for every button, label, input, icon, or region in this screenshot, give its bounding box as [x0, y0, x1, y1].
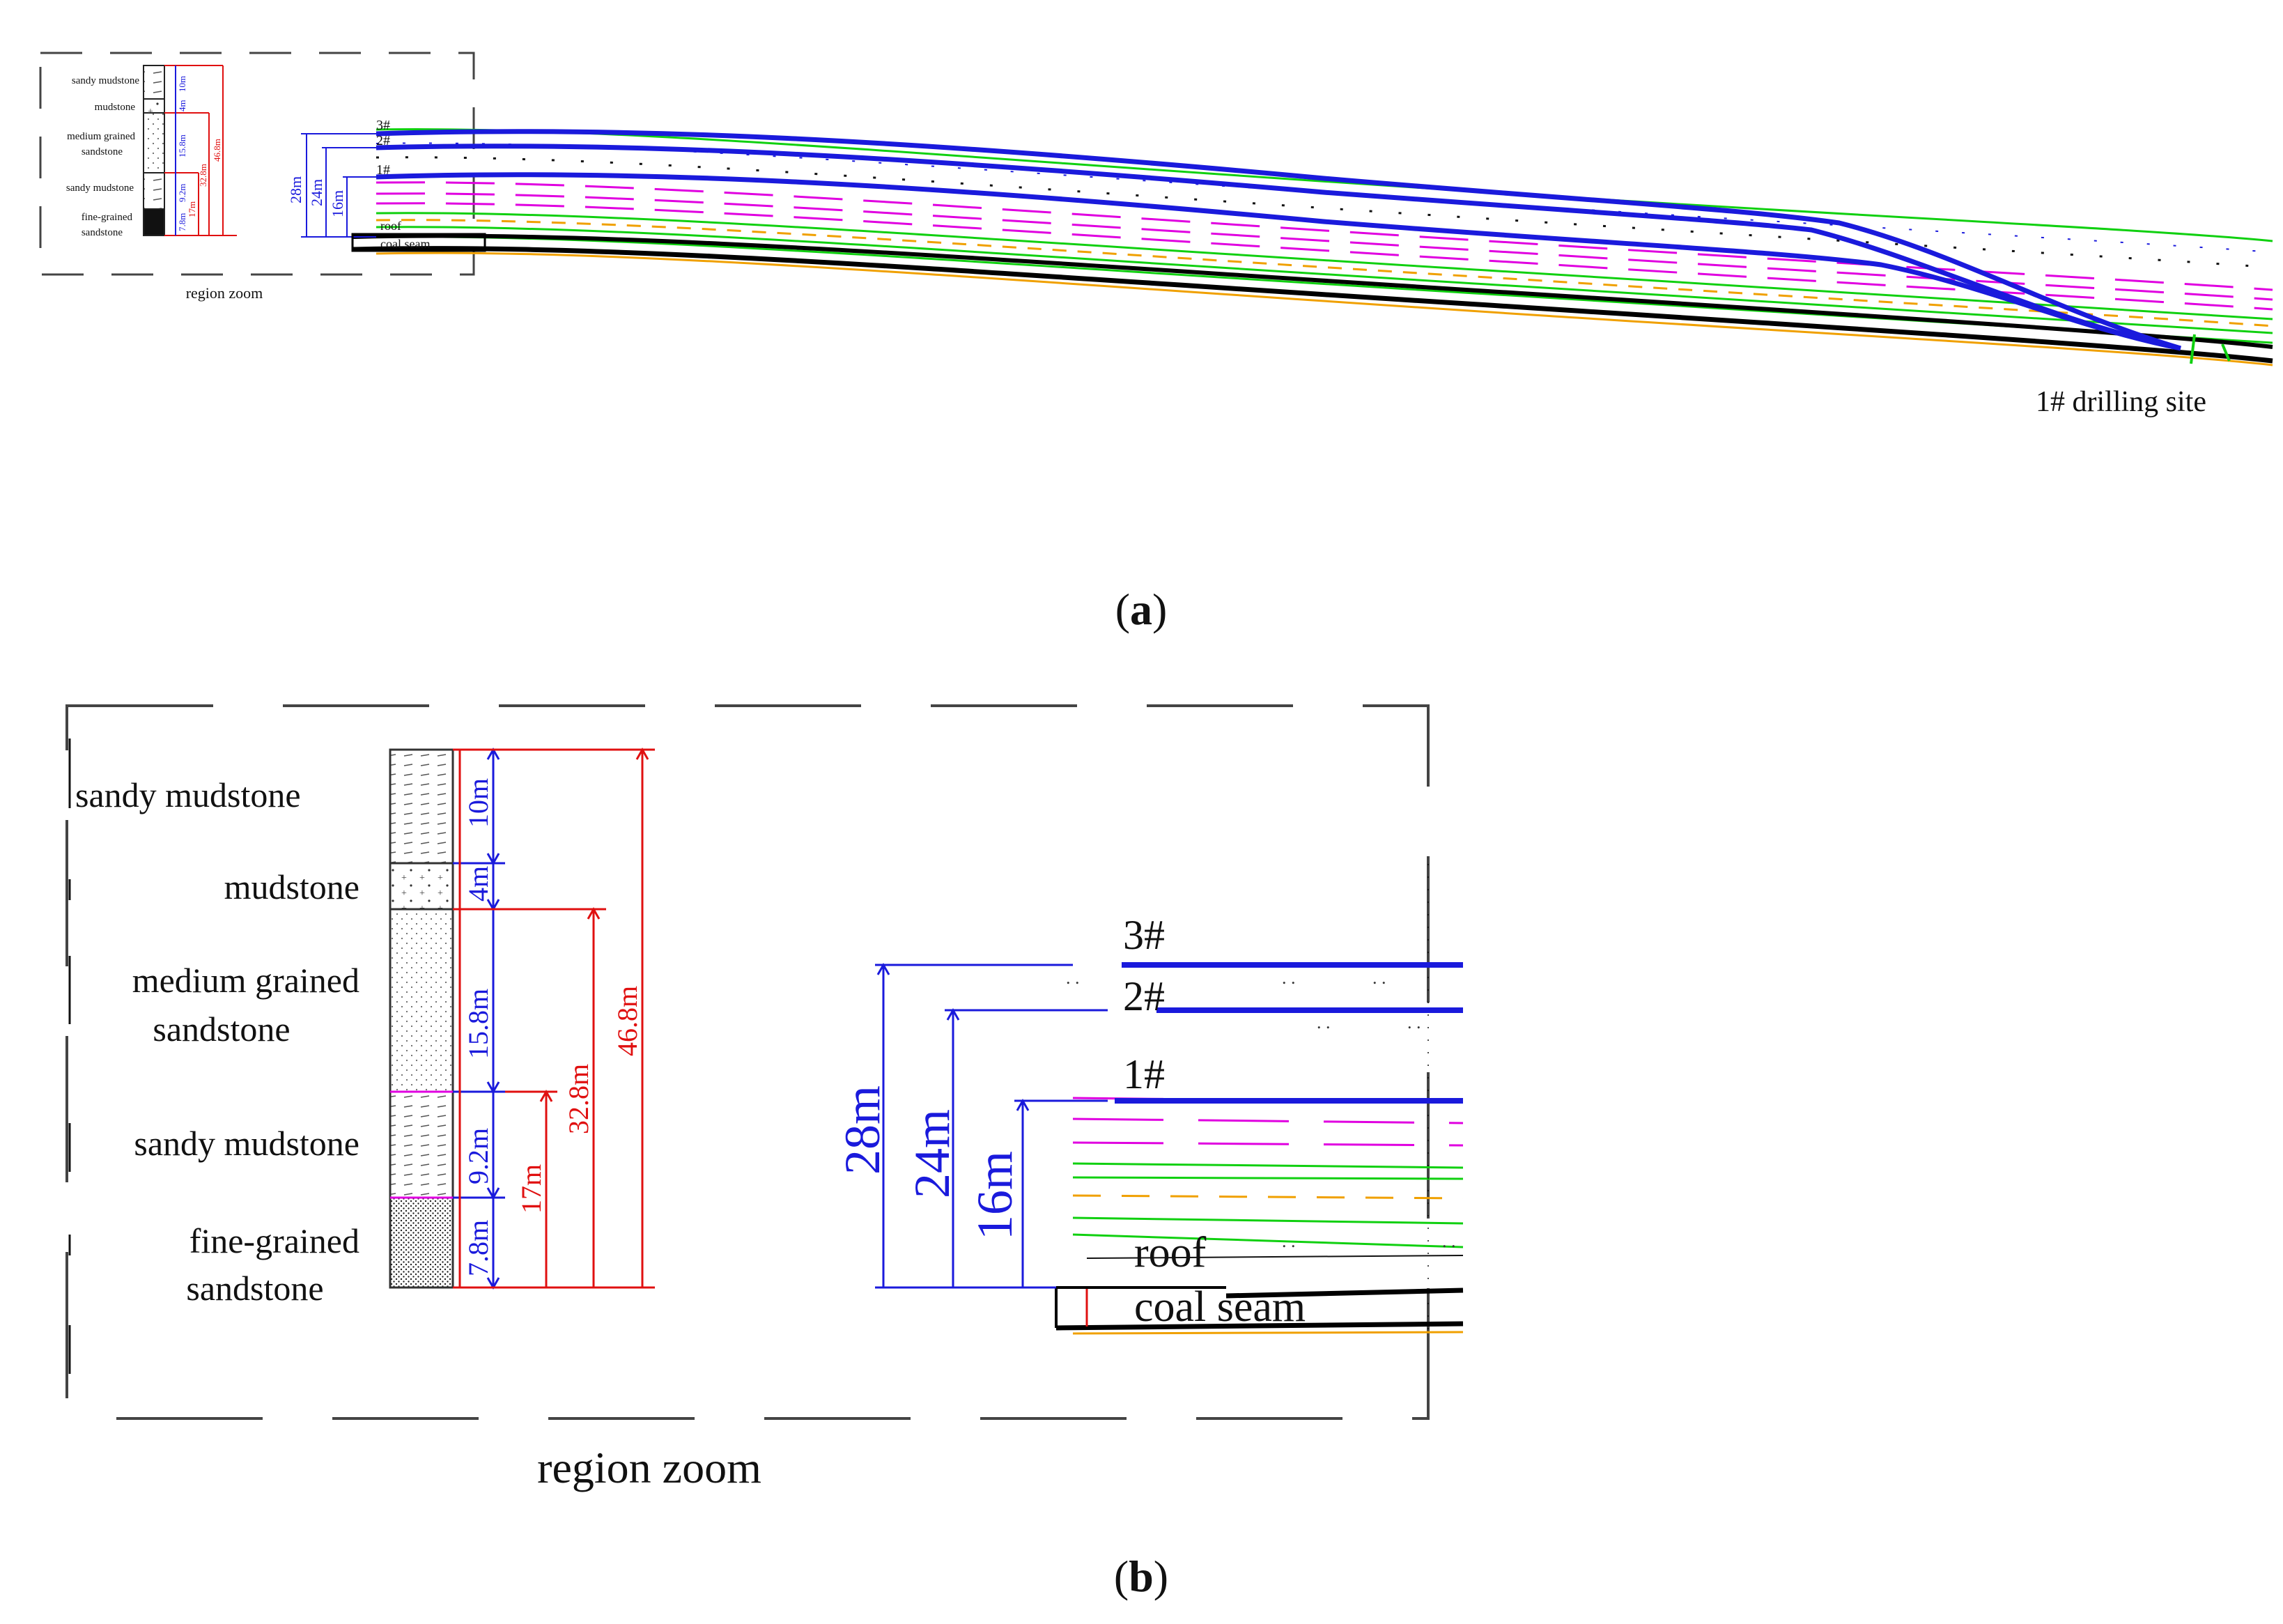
caption-b: (b)	[1114, 1552, 1168, 1601]
thickness-label-9-2m: 9.2m	[463, 1128, 494, 1184]
caption-a: (a)	[1115, 585, 1168, 634]
inset-layer-2-a: mudstone	[95, 102, 136, 113]
seam-box-a	[351, 233, 486, 252]
thickness-label-4m: 4m	[463, 866, 494, 902]
drill-site-marks-a	[2190, 334, 2231, 364]
layer-label-fine-grained: fine-grained	[189, 1221, 359, 1260]
drilling-site-label-a: 1# drilling site	[2036, 386, 2206, 418]
inset-layer-3b-a: sandstone	[82, 146, 123, 157]
layer-label-sandstone-1: sandstone	[153, 1010, 290, 1049]
zoom-frame-b	[65, 704, 1430, 1420]
panel-b: 10m 4m 15.8m 9.2m 7.8m 17m 32.8m 46.8m s…	[65, 704, 1464, 1601]
inset-layer-5a-a: fine-grained	[82, 212, 133, 223]
zoom-label-b: region zoom	[537, 1443, 761, 1492]
inset-thick-5-a: 7.8m	[177, 213, 187, 231]
inset-layer-1-a: sandy mudstone	[72, 75, 139, 86]
thickness-label-15-8m: 15.8m	[463, 989, 494, 1059]
layer-label-medium-grained: medium grained	[132, 961, 359, 1000]
seam-label-a: coal seam	[380, 237, 430, 251]
inset-thick-3-a: 15.8m	[177, 134, 187, 157]
height-24-a: 24m	[308, 179, 325, 206]
height-28-a: 28m	[287, 176, 304, 203]
roof-label-b: roof	[1134, 1229, 1207, 1276]
borehole-label-2: 2#	[1123, 973, 1165, 1019]
svg-text:. .: . .	[1317, 1012, 1331, 1033]
layer-medium-sandstone	[389, 908, 454, 1093]
inset-cum-2-a: 32.8m	[198, 164, 208, 187]
inset-thick-2-a: 4m	[177, 100, 187, 111]
borehole-1-a: 1#	[376, 162, 390, 178]
inset-cum-3-a: 46.8m	[212, 139, 222, 162]
layer-label-sandy-mudstone-2: sandy mudstone	[134, 1124, 359, 1163]
cumulative-label-32-8m: 32.8m	[563, 1064, 594, 1134]
borehole-label-1: 1#	[1123, 1051, 1165, 1097]
layer-label-mudstone: mudstone	[224, 867, 359, 906]
height-label-28m: 28m	[835, 1085, 890, 1175]
inset-frame-a	[39, 52, 475, 276]
thickness-label-7-8m: 7.8m	[463, 1220, 494, 1276]
svg-text:. .: . .	[1372, 968, 1386, 988]
borehole-label-3: 3#	[1123, 912, 1165, 958]
inset-layer-4-a: sandy mudstone	[66, 183, 134, 194]
inset-thick-4-a: 9.2m	[177, 184, 187, 202]
svg-text:. .: . .	[1442, 1231, 1456, 1251]
borehole-3-a: 3#	[376, 118, 390, 133]
inset-zoom-label-a: region zoom	[186, 284, 263, 302]
borehole-2-a: 2#	[376, 133, 390, 148]
strata-b: . . . . . . . . . . . . . .	[1055, 864, 1464, 1338]
thickness-label-10m: 10m	[463, 778, 494, 828]
inset-layer-3a-a: medium grained	[67, 131, 135, 142]
seam-label-b: coal seam	[1134, 1283, 1306, 1331]
cumulative-label-17m: 17m	[516, 1164, 547, 1214]
boreholes-b	[1115, 962, 1463, 1104]
strata-a	[352, 128, 2273, 366]
svg-text:. .: . .	[1407, 1012, 1421, 1033]
inset-layer-5b-a: sandstone	[82, 227, 123, 238]
layer-sandy-mudstone-2	[389, 1090, 454, 1199]
roof-label-a: roof	[380, 219, 401, 233]
cumulative-label-46-8m: 46.8m	[612, 986, 643, 1056]
strat-column-b	[389, 748, 454, 1289]
layer-label-sandy-mudstone-1: sandy mudstone	[75, 775, 301, 814]
height-dims-a	[301, 133, 397, 238]
layer-mudstone	[389, 862, 454, 911]
layer-fine-sandstone	[389, 1196, 454, 1289]
panel-a: sandy mudstone mudstone medium grained s…	[39, 52, 2273, 634]
inset-column-a	[143, 65, 237, 236]
height-dims-b	[875, 962, 1108, 1289]
height-label-16m: 16m	[967, 1151, 1023, 1240]
cumulative-dims-b	[453, 747, 655, 1289]
height-label-24m: 24m	[904, 1109, 960, 1198]
svg-text:. .: . .	[1282, 968, 1296, 988]
layer-label-sandstone-2: sandstone	[186, 1269, 323, 1308]
inset-thick-1-a: 10m	[177, 76, 187, 92]
layer-sandy-mudstone-1	[389, 748, 454, 865]
svg-text:. .: . .	[1066, 968, 1080, 988]
boreholes-a	[376, 129, 2181, 351]
svg-text:. .: . .	[1282, 1231, 1296, 1251]
height-16-a: 16m	[329, 190, 346, 217]
inset-cum-1-a: 17m	[187, 201, 197, 217]
